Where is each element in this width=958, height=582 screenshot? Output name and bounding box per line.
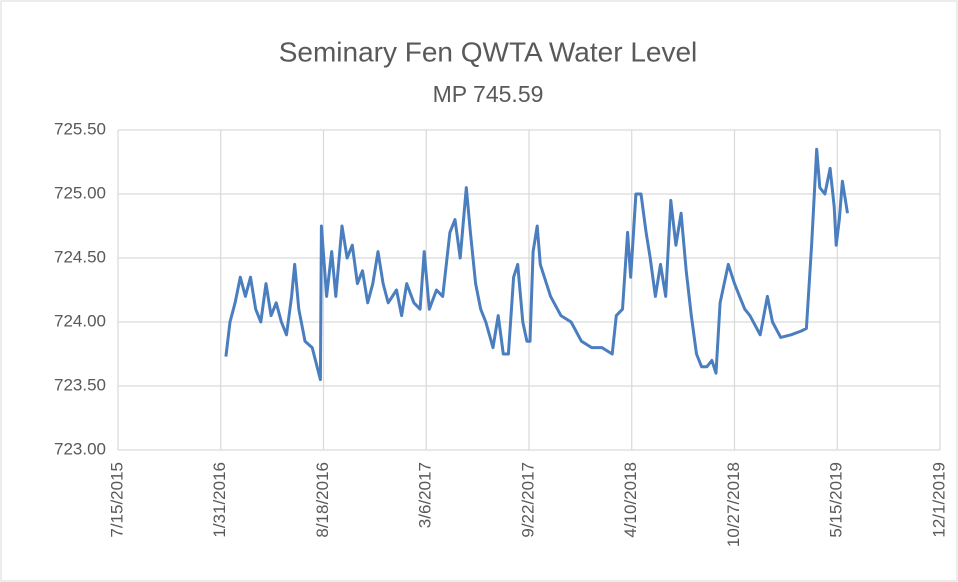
x-tick-label: 4/10/2018 [621,462,640,538]
chart-subtitle: MP 745.59 [433,81,544,107]
x-tick-label: 9/22/2017 [518,462,537,538]
y-tick-label: 724.50 [54,247,106,266]
x-tick-label: 1/31/2016 [210,462,229,538]
y-tick-label: 723.00 [54,439,106,458]
y-tick-label: 725.50 [54,119,106,138]
x-tick-label: 3/6/2017 [416,462,435,528]
x-tick-label: 12/1/2019 [929,462,948,538]
y-tick-label: 723.50 [54,375,106,394]
x-tick-label: 8/18/2016 [313,462,332,538]
y-tick-label: 724.00 [54,311,106,330]
x-tick-label: 10/27/2018 [724,462,743,547]
data-line [224,147,849,382]
chart-title: Seminary Fen QWTA Water Level [279,36,698,67]
x-tick-label: 5/15/2019 [827,462,846,538]
y-tick-label: 725.00 [54,183,106,202]
x-tick-label: 7/15/2015 [107,462,126,538]
